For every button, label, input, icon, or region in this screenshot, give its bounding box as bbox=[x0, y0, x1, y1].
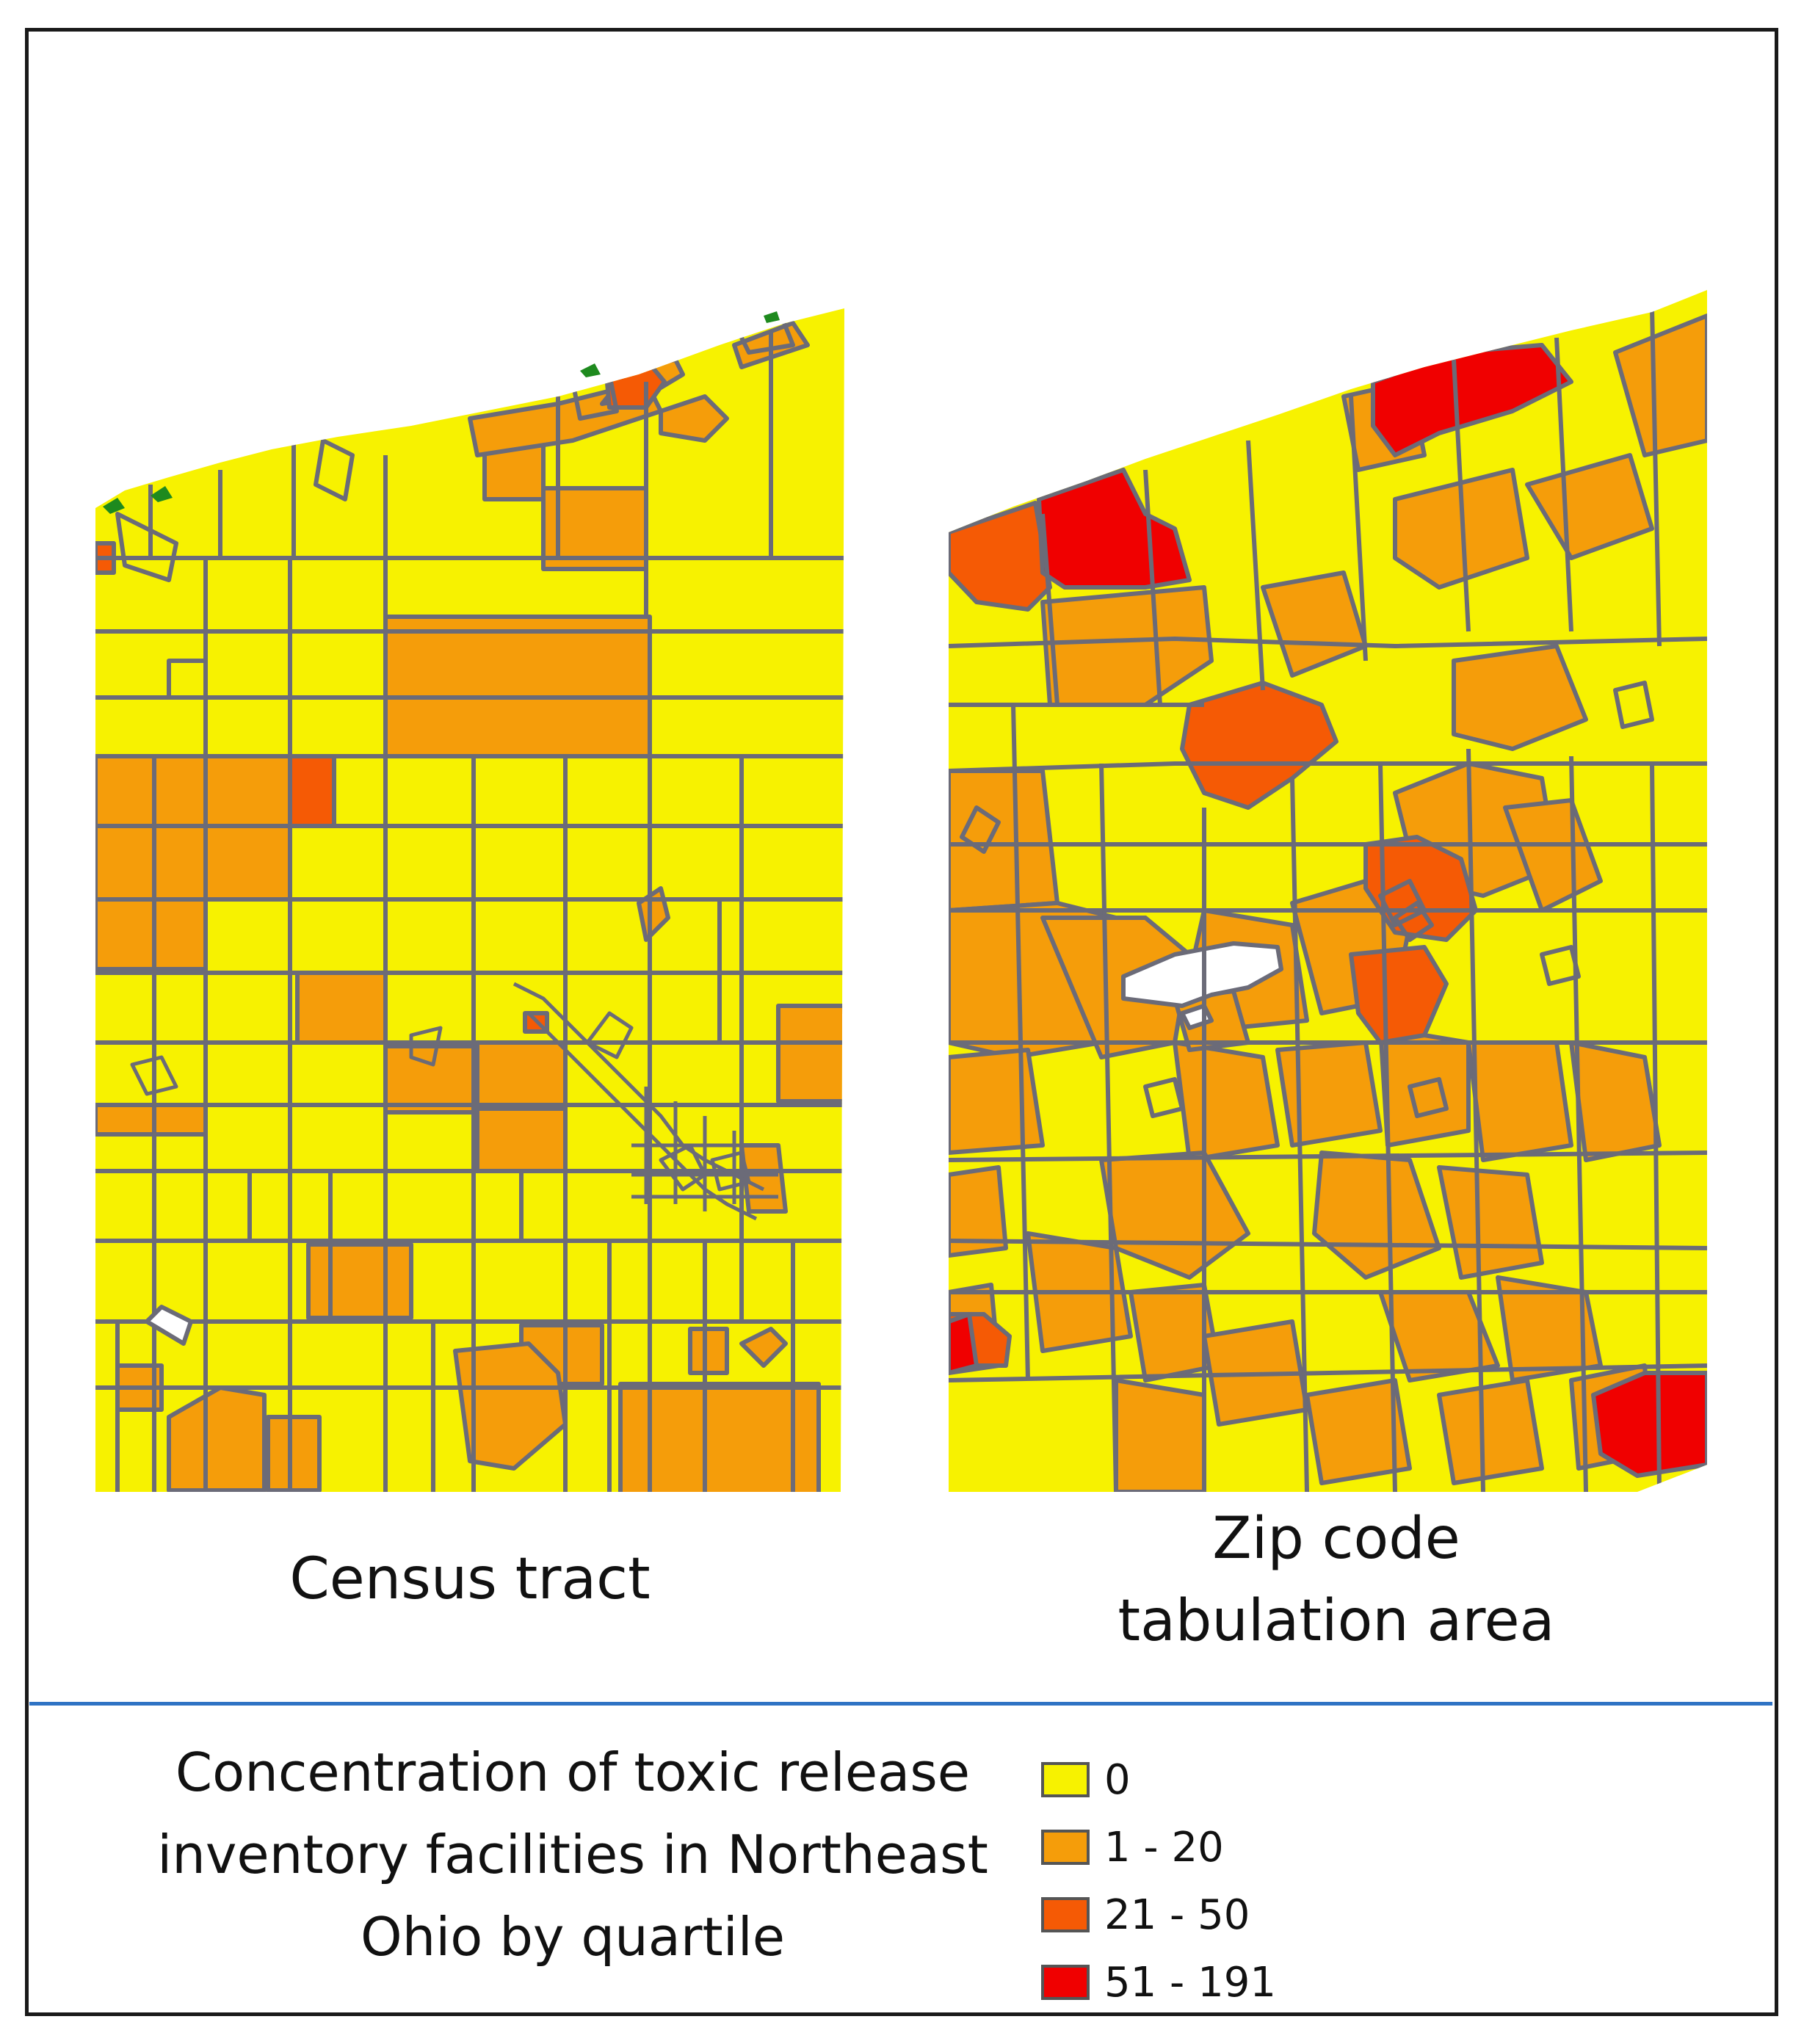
legend-swatch-0 bbox=[1041, 1762, 1090, 1797]
legend-item: 51 - 191 bbox=[1041, 1949, 1276, 2016]
legend-label-21-50: 21 - 50 bbox=[1104, 1891, 1250, 1939]
legend-label-51-191: 51 - 191 bbox=[1104, 1958, 1276, 2007]
shoreline-features bbox=[103, 311, 780, 514]
legend-divider bbox=[29, 1702, 1772, 1706]
legend-item: 0 bbox=[1041, 1746, 1276, 1813]
legend-item: 1 - 20 bbox=[1041, 1813, 1276, 1881]
legend-label-1-20: 1 - 20 bbox=[1104, 1823, 1224, 1871]
legend: 0 1 - 20 21 - 50 51 - 191 bbox=[1041, 1746, 1276, 2016]
legend-swatch-21-50 bbox=[1041, 1897, 1090, 1932]
legend-label-0: 0 bbox=[1104, 1755, 1131, 1804]
zip-code-map bbox=[949, 290, 1707, 1492]
legend-swatch-1-20 bbox=[1041, 1830, 1090, 1865]
legend-item: 21 - 50 bbox=[1041, 1881, 1276, 1949]
census-tract-label: Census tract bbox=[289, 1546, 651, 1612]
legend-title: Concentration of toxic release inventory… bbox=[157, 1742, 988, 1968]
census-tract-map bbox=[95, 308, 844, 1492]
legend-swatch-51-191 bbox=[1041, 1965, 1090, 2000]
zip-code-label: Zip code tabulation area bbox=[1117, 1506, 1555, 1654]
